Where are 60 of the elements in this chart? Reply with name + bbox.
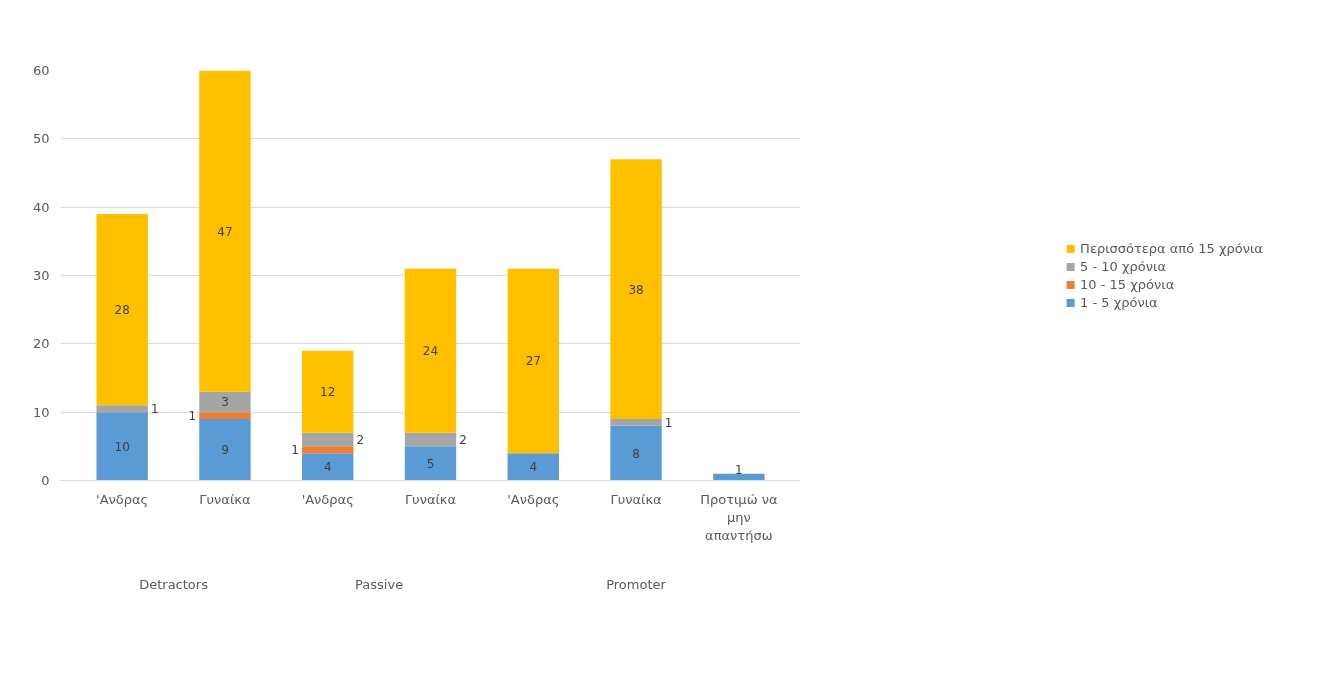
bar — [96, 405, 148, 413]
legend-label: 10 - 15 χρόνια — [1080, 276, 1175, 292]
bar — [199, 391, 251, 413]
x-tick-label: 'Ανδρας — [507, 491, 560, 507]
legend-label: 5 - 10 χρόνια — [1080, 258, 1166, 274]
y-tick-label: 10 — [32, 404, 50, 420]
data-label: 2 — [356, 433, 365, 447]
x-tick-label: Προτιμώ να μην απαντήσω — [700, 491, 778, 543]
bar — [610, 419, 662, 426]
y-tick-label: 60 — [32, 63, 50, 78]
bar — [610, 425, 662, 481]
x-tick-label: 'Ανδρας — [301, 491, 354, 507]
data-label: 9 — [221, 443, 229, 458]
bar — [96, 412, 148, 481]
bar — [199, 419, 251, 481]
data-label: 2 — [459, 433, 467, 447]
data-label: 4 — [323, 460, 332, 475]
data-label: 1 — [664, 415, 673, 430]
bar — [404, 446, 457, 481]
y-tick-label: 50 — [32, 131, 50, 147]
text: Passive — [355, 576, 404, 592]
y-tick-label: 0 — [41, 473, 50, 488]
data-label: 4 — [529, 460, 538, 475]
text: Promoter — [606, 576, 667, 592]
legend-label: 1 - 5 χρόνια — [1080, 294, 1158, 310]
data-label: 24 — [422, 344, 439, 359]
bar — [404, 432, 457, 447]
data-label: 38 — [628, 282, 644, 297]
y-tick-label: 30 — [32, 268, 50, 283]
bar — [302, 453, 354, 481]
x-tick-label: Γυναίκα — [404, 491, 457, 507]
data-label: 10 — [114, 439, 130, 454]
data-label: 3 — [221, 395, 229, 410]
x-tick-label: Γυναίκα — [199, 491, 251, 507]
bar — [610, 159, 662, 419]
data-label: 12 — [320, 385, 336, 400]
bar — [302, 446, 354, 454]
bar — [96, 214, 148, 406]
data-label: 5 — [426, 456, 435, 471]
bar — [507, 453, 559, 481]
bar — [302, 350, 354, 433]
data-label: 1 — [735, 462, 743, 477]
data-label: 1 — [188, 409, 197, 424]
data-label: 1 — [150, 402, 159, 417]
x-tick-label: 'Ανδρας — [96, 491, 149, 507]
bar — [199, 70, 251, 392]
data-label: 1 — [291, 443, 299, 458]
legend-label: Περισσότερα από 15 χρόνια — [1080, 240, 1263, 256]
bar — [404, 268, 457, 433]
data-label: 47 — [217, 224, 233, 239]
y-tick-label: 40 — [32, 199, 50, 215]
bar — [302, 432, 354, 447]
x-tick-label: Γυναίκα — [610, 491, 662, 507]
data-label: 8 — [632, 446, 640, 461]
y-tick-label: 20 — [32, 336, 50, 352]
data-label: 28 — [114, 303, 130, 318]
data-label: 27 — [525, 354, 541, 369]
bar — [199, 412, 251, 419]
text: Detractors — [139, 576, 209, 592]
bar — [507, 268, 559, 454]
